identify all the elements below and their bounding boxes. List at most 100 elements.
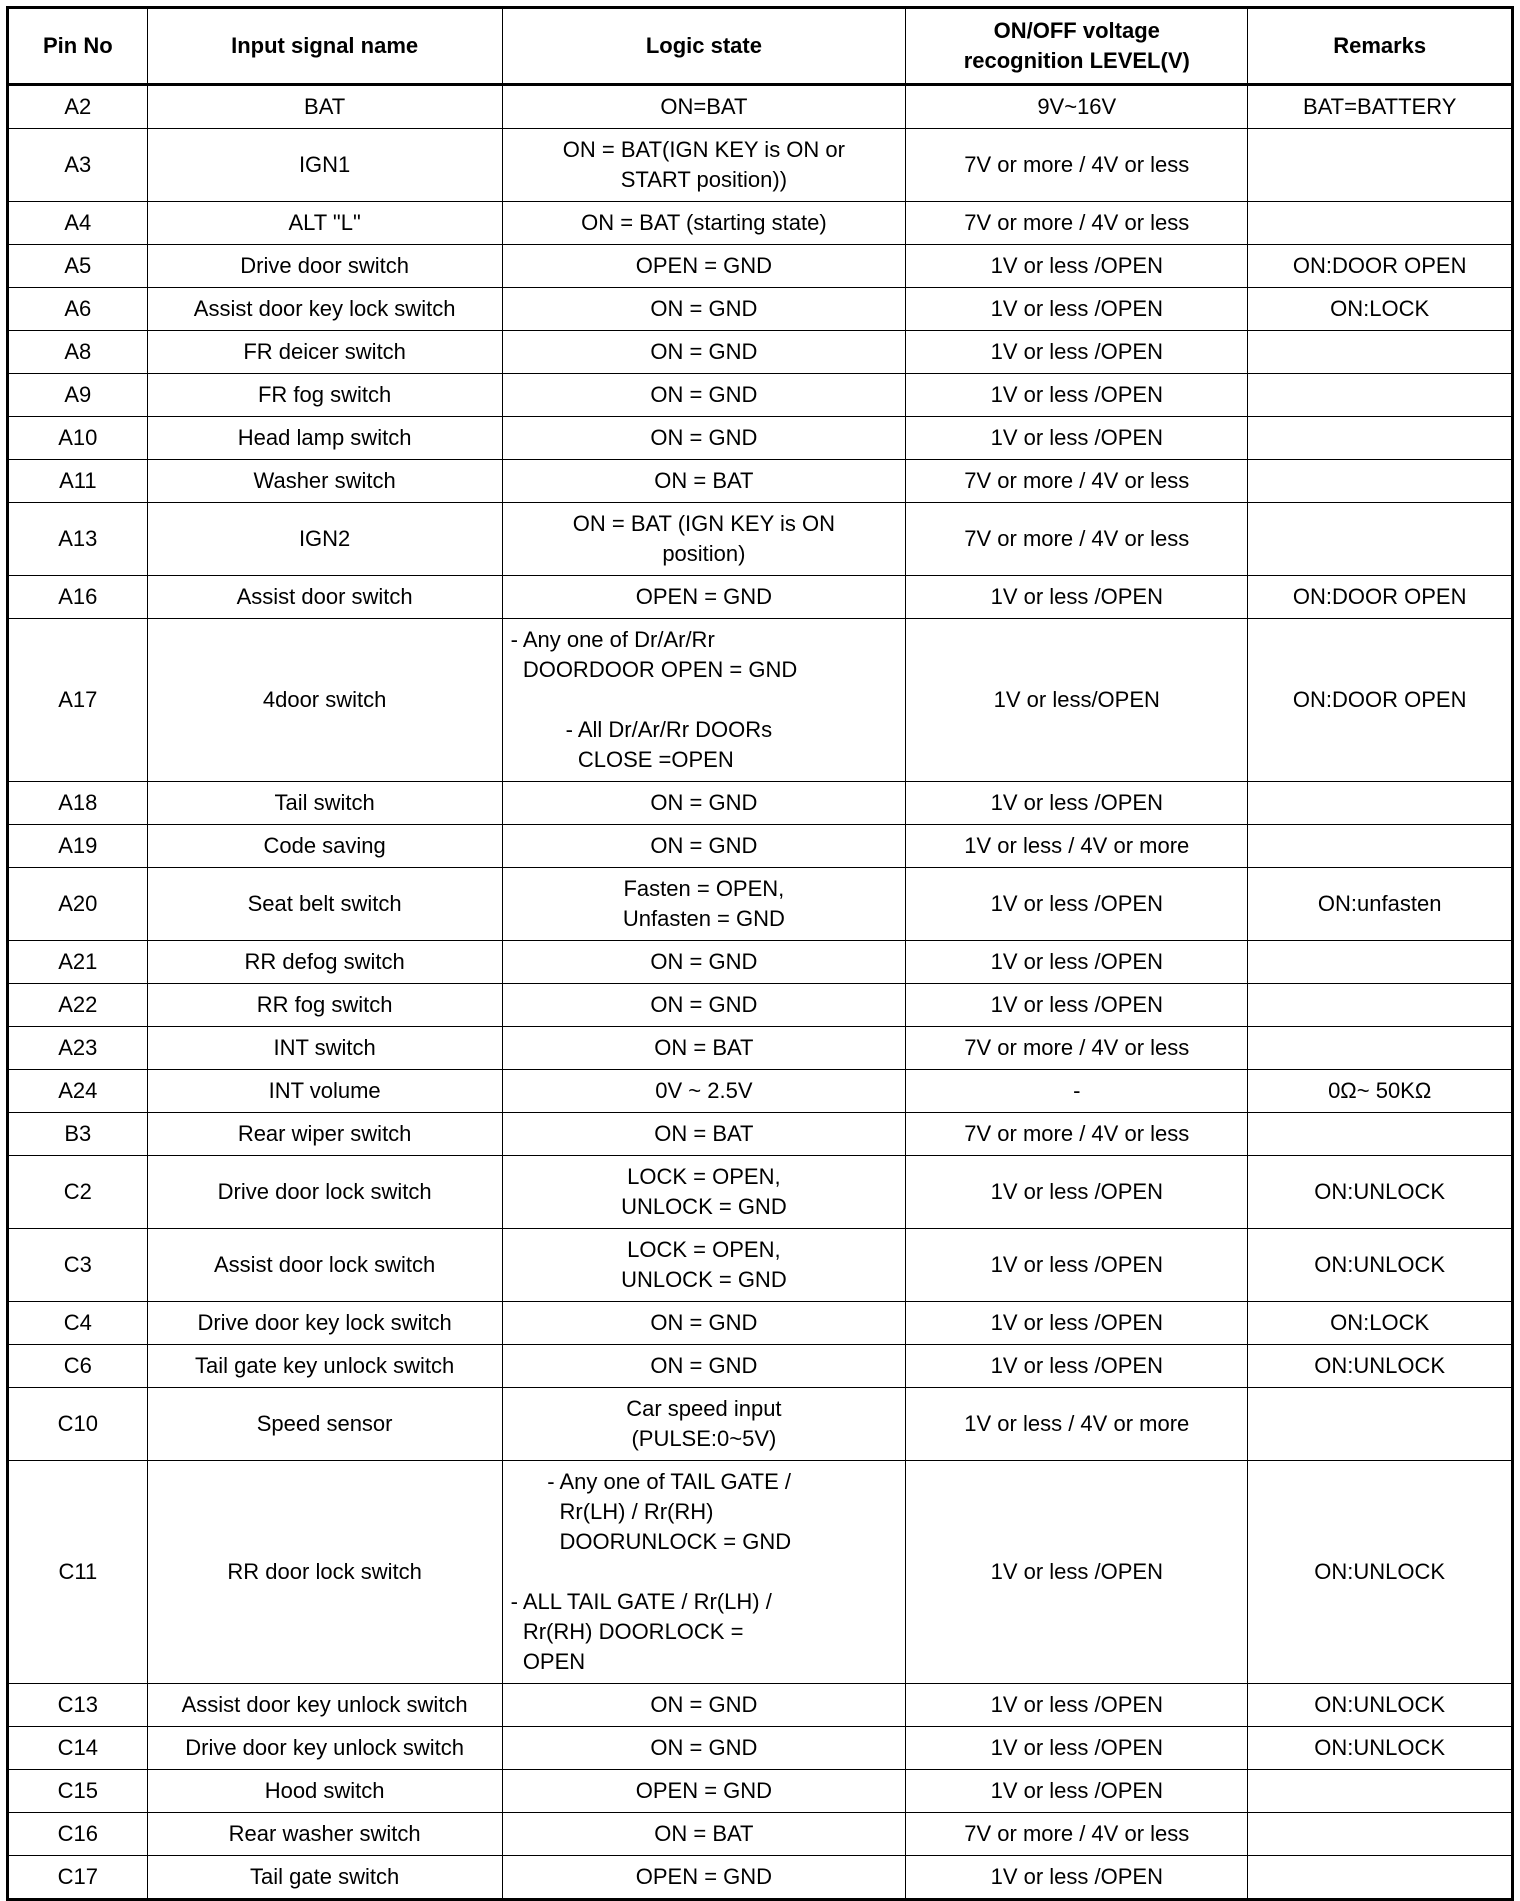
voltage-level-cell: 7V or more / 4V or less <box>905 502 1249 576</box>
table-row: C16 Rear washer switch ON = BAT 7V or more … <box>7 1812 1513 1856</box>
voltage-level-cell: 1V or less /OPEN <box>905 330 1249 374</box>
voltage-level-cell: 1V or less / 4V or more <box>905 1387 1249 1461</box>
logic-state-cell: ON = GND <box>501 373 907 417</box>
signal-name-cell: Washer switch <box>146 459 503 503</box>
remarks-cell: ON:DOOR OPEN <box>1247 244 1513 288</box>
pin-no-cell: C14 <box>7 1726 148 1770</box>
remarks-cell: ON:LOCK <box>1247 1301 1513 1345</box>
logic-state-cell: ON = BAT (IGN KEY is ON position) <box>501 502 907 576</box>
remarks-cell: ON:UNLOCK <box>1247 1683 1513 1727</box>
remarks-cell: ON:DOOR OPEN <box>1247 618 1513 782</box>
remarks-cell <box>1247 824 1513 868</box>
header-row: Pin No Input signal name Logic state ON/… <box>7 7 1513 85</box>
signal-name-cell: Speed sensor <box>146 1387 503 1461</box>
logic-state-cell: ON = GND <box>501 940 907 984</box>
voltage-level-cell: 1V or less /OPEN <box>905 940 1249 984</box>
remarks-cell: ON:UNLOCK <box>1247 1228 1513 1302</box>
logic-state-cell: Fasten = OPEN, Unfasten = GND <box>501 867 907 941</box>
logic-state-cell: OPEN = GND <box>501 575 907 619</box>
voltage-level-cell: 9V~16V <box>905 84 1249 129</box>
pin-no-cell: A22 <box>7 983 148 1027</box>
table-row: A2 BAT ON=BAT 9V~16V BAT=BATTERY <box>7 84 1513 129</box>
remarks-cell <box>1247 1026 1513 1070</box>
pin-no-cell: A11 <box>7 459 148 503</box>
remarks-cell <box>1247 330 1513 374</box>
table-row: A16 Assist door switch OPEN = GND 1V or les… <box>7 575 1513 619</box>
voltage-level-cell: 1V or less /OPEN <box>905 287 1249 331</box>
voltage-level-cell: 1V or less /OPEN <box>905 1726 1249 1770</box>
table-row: A13 IGN2 ON = BAT (IGN KEY is ON position)… <box>7 502 1513 576</box>
pin-no-cell: C6 <box>7 1344 148 1388</box>
table-row: A3 IGN1 ON = BAT(IGN KEY is ON or START po… <box>7 128 1513 202</box>
table-row: A5 Drive door switch OPEN = GND 1V or less … <box>7 244 1513 288</box>
remarks-cell <box>1247 1855 1513 1900</box>
logic-state-cell: ON = GND <box>501 1344 907 1388</box>
voltage-level-cell: 1V or less /OPEN <box>905 1228 1249 1302</box>
logic-state-cell: ON = GND <box>501 416 907 460</box>
table-row: A8 FR deicer switch ON = GND 1V or less /OP… <box>7 330 1513 374</box>
table-row: A20 Seat belt switch Fasten = OPEN, Unfast… <box>7 867 1513 941</box>
table-row: A9 FR fog switch ON = GND 1V or less /OPEN <box>7 373 1513 417</box>
voltage-level-cell: 7V or more / 4V or less <box>905 459 1249 503</box>
voltage-level-cell: 1V or less /OPEN <box>905 575 1249 619</box>
remarks-cell <box>1247 940 1513 984</box>
pin-no-cell: A24 <box>7 1069 148 1113</box>
voltage-level-cell: 1V or less /OPEN <box>905 1855 1249 1900</box>
table-row: C6 Tail gate key unlock switch ON = GND 1V … <box>7 1344 1513 1388</box>
pin-no-cell: C17 <box>7 1855 148 1900</box>
signal-name-cell: RR fog switch <box>146 983 503 1027</box>
table-row: A23 INT switch ON = BAT 7V or more / 4V or … <box>7 1026 1513 1070</box>
remarks-cell <box>1247 128 1513 202</box>
voltage-level-cell: 1V or less /OPEN <box>905 781 1249 825</box>
signal-name-cell: IGN2 <box>146 502 503 576</box>
table-row: A24 INT volume 0V ~ 2.5V -0Ω~ 50KΩ <box>7 1069 1513 1113</box>
voltage-level-cell: 1V or less /OPEN <box>905 244 1249 288</box>
voltage-level-cell: 1V or less /OPEN <box>905 867 1249 941</box>
remarks-cell: ON:unfasten <box>1247 867 1513 941</box>
voltage-level-cell: - <box>905 1069 1249 1113</box>
logic-state-cell: ON = GND <box>501 1726 907 1770</box>
remarks-cell: ON:LOCK <box>1247 287 1513 331</box>
table-body: A2 BAT ON=BAT 9V~16V BAT=BATTERY A3 IGN1 ON = B… <box>7 84 1513 1900</box>
logic-state-cell: 0V ~ 2.5V <box>501 1069 907 1113</box>
signal-name-cell: Assist door key unlock switch <box>146 1683 503 1727</box>
pin-no-cell: A21 <box>7 940 148 984</box>
pin-no-cell: A2 <box>7 84 148 129</box>
remarks-cell <box>1247 1812 1513 1856</box>
logic-state-cell: ON = BAT (starting state) <box>501 201 907 245</box>
signal-name-cell: Assist door key lock switch <box>146 287 503 331</box>
table-row: A19 Code saving ON = GND 1V or less / 4V or… <box>7 824 1513 868</box>
voltage-level-cell: 7V or more / 4V or less <box>905 1812 1249 1856</box>
header-input-signal-name: Input signal name <box>146 7 503 85</box>
remarks-cell <box>1247 1769 1513 1813</box>
signal-name-cell: RR door lock switch <box>146 1460 503 1684</box>
signal-name-cell: Head lamp switch <box>146 416 503 460</box>
logic-state-cell: ON = GND <box>501 1683 907 1727</box>
pin-no-cell: A20 <box>7 867 148 941</box>
table-row: C10 Speed sensor Car speed input (PULSE:0~… <box>7 1387 1513 1461</box>
signal-name-cell: ALT "L" <box>146 201 503 245</box>
logic-state-cell: ON = BAT(IGN KEY is ON or START position… <box>501 128 907 202</box>
signal-name-cell: Tail gate switch <box>146 1855 503 1900</box>
logic-state-cell: LOCK = OPEN, UNLOCK = GND <box>501 1228 907 1302</box>
voltage-level-cell: 1V or less /OPEN <box>905 416 1249 460</box>
logic-state-cell: OPEN = GND <box>501 1769 907 1813</box>
voltage-level-cell: 1V or less /OPEN <box>905 1344 1249 1388</box>
remarks-cell <box>1247 781 1513 825</box>
remarks-cell <box>1247 1387 1513 1461</box>
table-row: C3 Assist door lock switch LOCK = OPEN, UN… <box>7 1228 1513 1302</box>
pin-no-cell: C3 <box>7 1228 148 1302</box>
pin-no-cell: A13 <box>7 502 148 576</box>
pin-no-cell: A16 <box>7 575 148 619</box>
pin-no-cell: C2 <box>7 1155 148 1229</box>
voltage-level-cell: 7V or more / 4V or less <box>905 128 1249 202</box>
signal-name-cell: Assist door lock switch <box>146 1228 503 1302</box>
voltage-level-cell: 1V or less /OPEN <box>905 1155 1249 1229</box>
signal-name-cell: BAT <box>146 84 503 129</box>
logic-state-cell: ON = BAT <box>501 1812 907 1856</box>
table-row: C15 Hood switch OPEN = GND 1V or less /OPEN <box>7 1769 1513 1813</box>
remarks-cell <box>1247 373 1513 417</box>
table-row: A18 Tail switch ON = GND 1V or less /OPEN <box>7 781 1513 825</box>
voltage-level-cell: 1V or less /OPEN <box>905 1460 1249 1684</box>
table-row: C17 Tail gate switch OPEN = GND 1V or less … <box>7 1855 1513 1900</box>
